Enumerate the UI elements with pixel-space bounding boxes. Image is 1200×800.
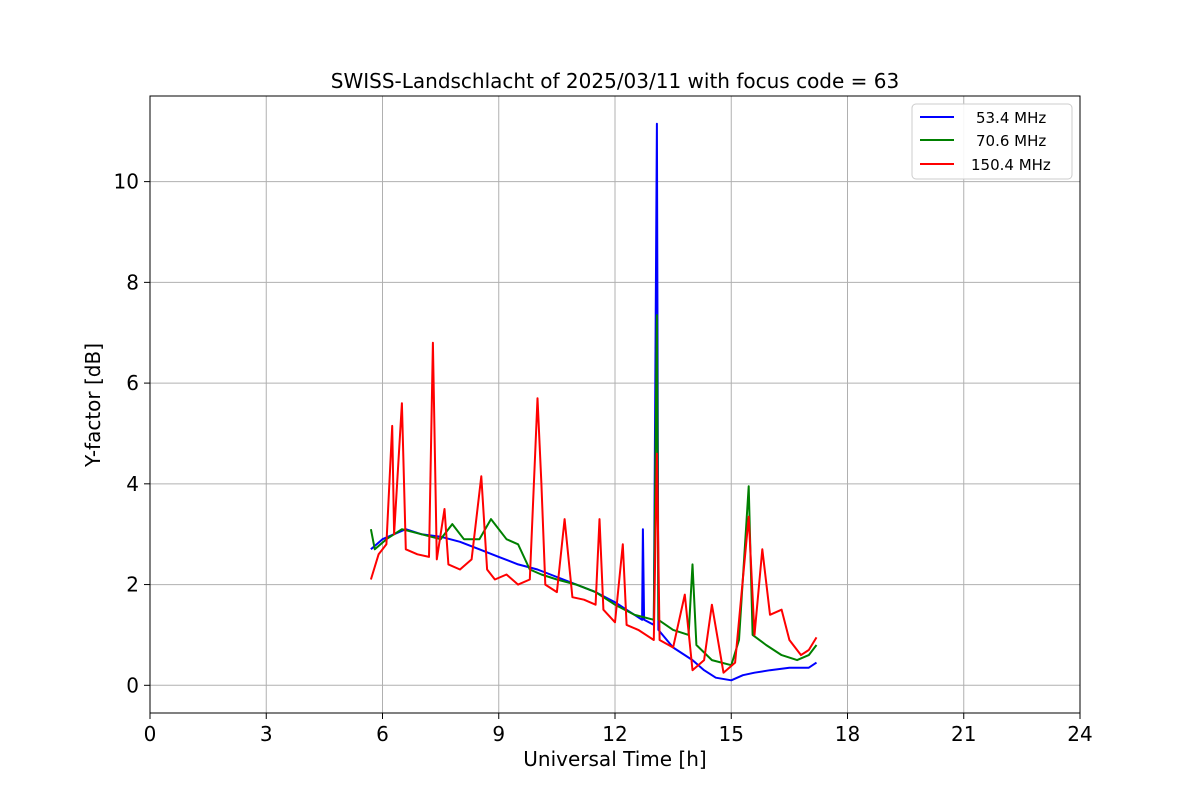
- y-tick-label: 2: [126, 573, 139, 597]
- legend-label-150-4: 150.4 MHz: [971, 156, 1051, 174]
- series-layer: [369, 122, 818, 682]
- x-tick-label: 24: [1067, 722, 1092, 746]
- x-tick-label: 9: [492, 722, 505, 746]
- x-tick-label: 0: [144, 722, 157, 746]
- series-line-70-6-mhz: [369, 314, 818, 667]
- chart-title: SWISS-Landschlacht of 2025/03/11 with fo…: [331, 69, 899, 93]
- y-tick-label: 8: [126, 270, 139, 294]
- legend: 53.4 MHz 70.6 MHz 150.4 MHz: [911, 103, 1073, 180]
- legend-label-70-6: 70.6 MHz: [976, 132, 1046, 150]
- x-axis-label: Universal Time [h]: [523, 747, 706, 771]
- y-tick-label: 4: [126, 472, 139, 496]
- x-tick-label: 15: [719, 722, 744, 746]
- x-tick-label: 6: [376, 722, 389, 746]
- x-tick-label: 21: [951, 722, 976, 746]
- legend-label-53-4: 53.4 MHz: [976, 109, 1046, 127]
- y-tick-label: 10: [114, 170, 139, 194]
- legend-box: [911, 103, 1073, 180]
- series-line-150-4-mhz: [369, 341, 818, 674]
- x-tick-label: 3: [260, 722, 273, 746]
- y-tick-label: 6: [126, 371, 139, 395]
- y-axis-label: Y-factor [dB]: [81, 343, 105, 468]
- x-tick-label: 12: [602, 722, 627, 746]
- x-tick-label: 18: [835, 722, 860, 746]
- y-tick-label: 0: [126, 673, 139, 697]
